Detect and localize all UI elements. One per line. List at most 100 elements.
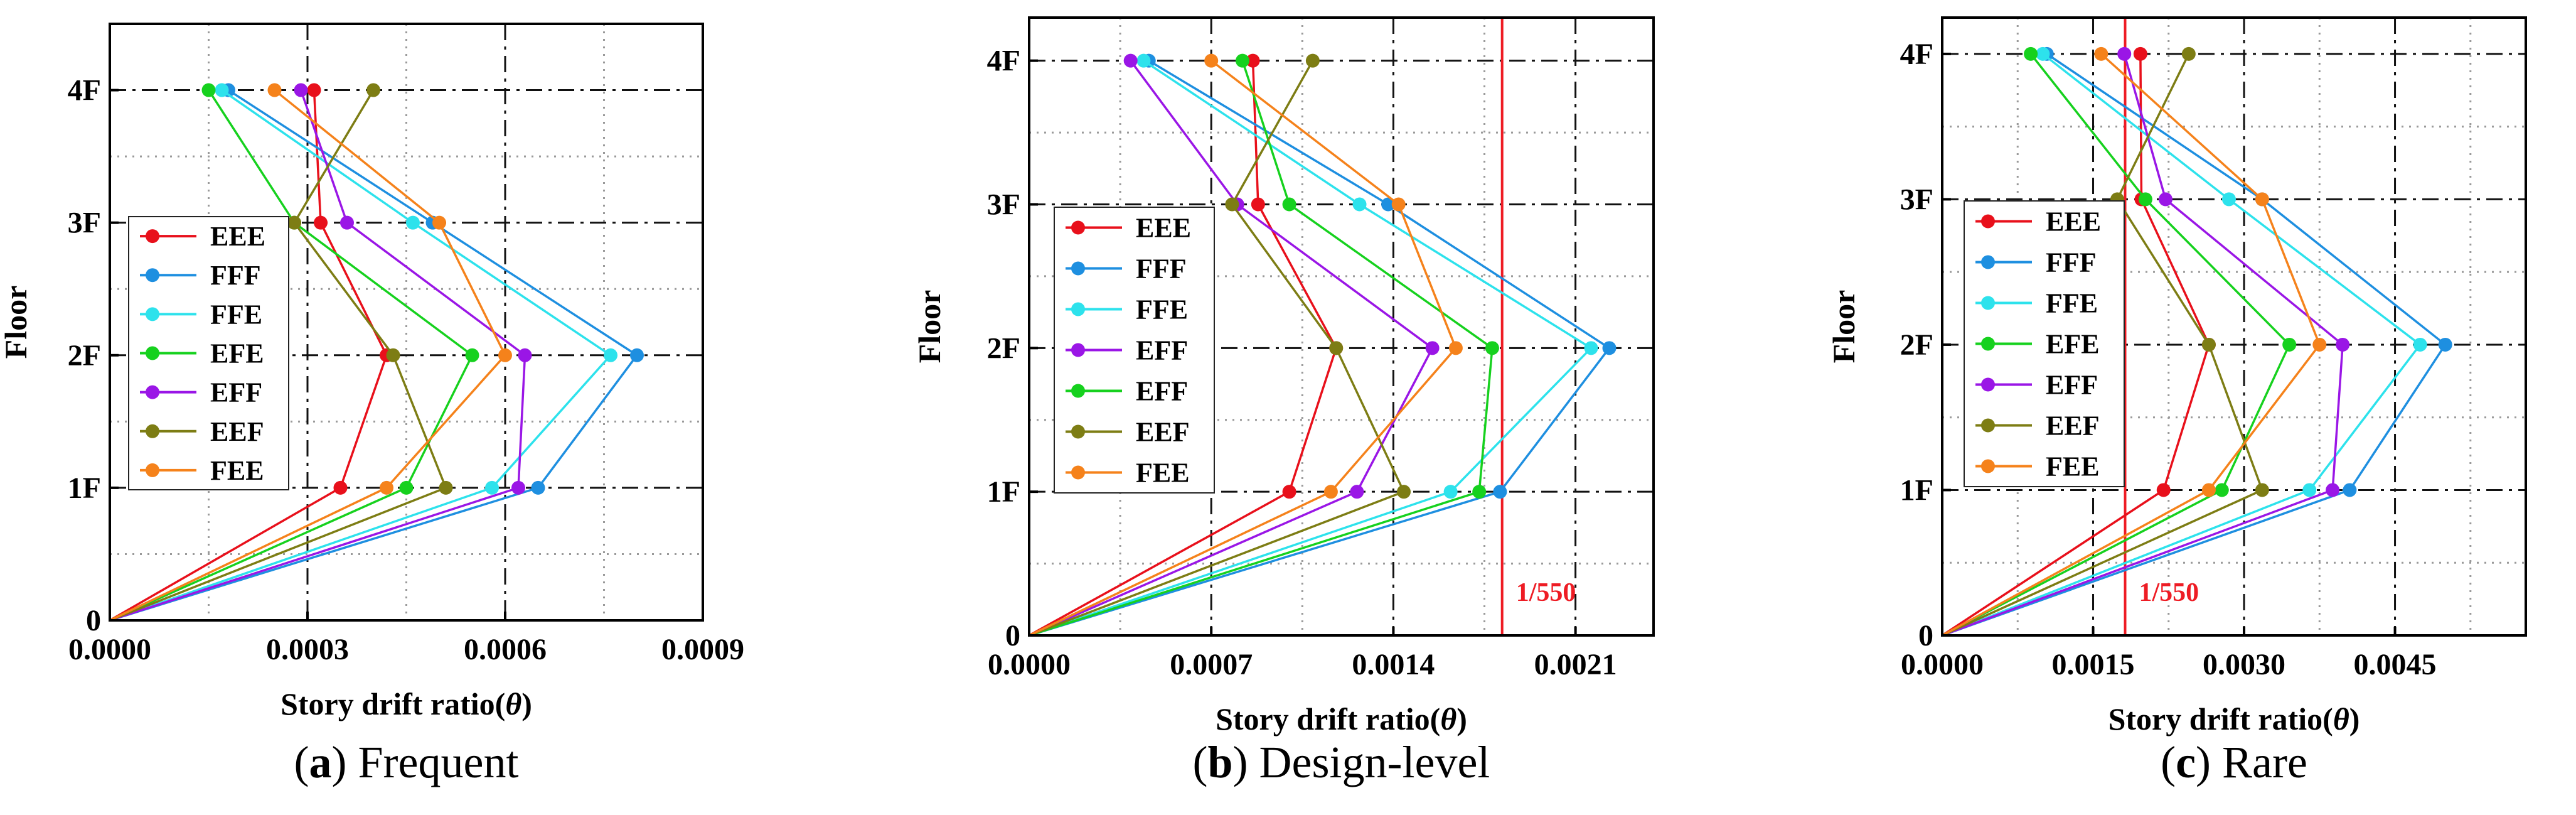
data-point-fee [2312, 337, 2327, 352]
x-axis-label: Story drift ratio(θ) [1216, 701, 1467, 737]
y-tick-label: 2F [68, 339, 101, 372]
y-tick-label: 3F [987, 188, 1020, 221]
data-point-fee [2094, 46, 2108, 61]
data-point-eef [1329, 341, 1344, 355]
y-tick-label: 4F [68, 74, 101, 107]
data-point-fee [1323, 485, 1338, 499]
legend-entry: FEE [1136, 458, 1190, 488]
legend-swatch-marker [1071, 465, 1085, 480]
y-tick-label: 0 [86, 604, 101, 637]
legend-entry: FFE [2046, 288, 2098, 319]
y-tick-label: 4F [987, 45, 1020, 78]
x-tick-label: 0.0000 [68, 633, 151, 666]
data-point-ffe [2302, 483, 2317, 497]
chart-panel-c: 1/550 0.0000 0.0015 0.0030 0.0045 0 1F 2F 3F 4F St… [1826, 16, 2527, 787]
x-tick-label: 0.0030 [2203, 648, 2285, 681]
x-axis-label: Story drift ratio(θ) [2108, 701, 2360, 737]
data-point-ffe [1136, 53, 1151, 68]
legend: EEE FFF FFE EFE EFF EEF FEE [1964, 200, 2125, 487]
y-tick-label: 4F [1900, 38, 1933, 71]
legend-entry: EFF [1136, 335, 1188, 366]
legend-swatch-marker [1071, 343, 1085, 357]
y-axis-label: Floor [912, 290, 947, 364]
data-point-eff [2117, 46, 2132, 61]
data-point-efe [2215, 483, 2229, 497]
legend-entry: FFE [1136, 294, 1188, 325]
legend-entry: EEE [2046, 207, 2101, 237]
data-point-eff [1485, 341, 1499, 355]
legend-entry: EFF [2046, 370, 2098, 401]
legend-entry: EEF [1136, 417, 1190, 448]
panel-caption: (a) Frequent [294, 737, 519, 787]
legend: EEE FFF FFE EFF EFF EEF FEE [1054, 207, 1215, 494]
data-point-fee [2255, 192, 2269, 207]
legend: EEE FFF FFE EFE EFF EEF FEE [128, 216, 289, 490]
panel-caption: (c) Rare [2161, 737, 2307, 787]
data-point-eef [1225, 197, 1239, 212]
data-point-fff [2438, 337, 2452, 352]
x-axis-label: Story drift ratio(θ) [281, 686, 532, 721]
data-point-eff [511, 480, 525, 495]
y-axis-label: Floor [0, 286, 33, 359]
legend-swatch-marker [146, 307, 159, 321]
x-tick-label: 0.0014 [1352, 648, 1435, 681]
data-point-eff [2326, 483, 2340, 497]
y-tick-label: 0 [1918, 619, 1933, 652]
plot-frame [1028, 16, 1655, 637]
legend-entry: EFF [1136, 376, 1188, 407]
legend-swatch-marker [146, 424, 159, 438]
data-point-efe [2282, 337, 2297, 352]
data-point-eff [1282, 197, 1296, 212]
legend-entry: EEE [210, 221, 265, 252]
data-point-eff [294, 83, 308, 97]
legend-entry: FEE [210, 455, 264, 486]
legend-swatch-marker [146, 463, 159, 477]
legend-swatch-marker [1071, 220, 1085, 235]
data-point-eff [2336, 337, 2350, 352]
legend-swatch-marker [146, 385, 159, 399]
y-tick-label: 2F [987, 332, 1020, 365]
x-tick-label: 0.0021 [1534, 648, 1617, 681]
legend-entry: EFE [210, 338, 264, 369]
x-tick-label: 0.0045 [2354, 648, 2437, 681]
plot-frame [1941, 16, 2527, 637]
data-point-eef [386, 348, 400, 362]
legend-swatch-marker [1981, 418, 1995, 433]
data-point-eff [1472, 485, 1487, 499]
x-tick-label: 0.0000 [1901, 648, 1984, 681]
y-tick-label: 2F [1900, 328, 1933, 362]
legend-entry: EEF [2046, 411, 2100, 441]
legend-swatch-marker [1981, 255, 1995, 269]
data-point-eef [2255, 483, 2269, 497]
data-point-fff [1602, 341, 1617, 355]
data-point-efe [2138, 192, 2152, 207]
chart-panel-b: 1/550 0.0000 0.0007 0.0014 0.0021 0 1F 2F 3F 4F St… [912, 16, 1655, 787]
data-point-fff [630, 348, 644, 362]
data-point-efe [465, 348, 479, 362]
x-tick-label: 0.0007 [1170, 648, 1253, 681]
data-point-eef [1397, 485, 1411, 499]
data-point-fee [1391, 197, 1406, 212]
data-point-fff [1493, 485, 1507, 499]
legend-swatch-marker [1981, 214, 1995, 229]
legend-swatch-marker [1981, 337, 1995, 351]
x-tick-label: 0.0000 [988, 648, 1071, 681]
data-point-eff [1235, 53, 1249, 68]
limit-line-label: 1/550 [2139, 578, 2199, 607]
data-point-eee [2133, 46, 2147, 61]
x-tick-label: 0.0006 [464, 633, 547, 666]
x-tick-label: 0.0009 [661, 633, 744, 666]
legend-entry: EFE [2046, 329, 2100, 360]
data-point-fee [380, 480, 393, 495]
x-tick-label: 0.0003 [266, 633, 349, 666]
y-tick-label: 1F [1900, 473, 1933, 507]
data-point-efe [2024, 46, 2038, 61]
data-point-ffe [1352, 197, 1367, 212]
data-point-eff [1425, 341, 1440, 355]
data-point-eff [518, 348, 532, 362]
plot-frame [109, 23, 704, 622]
legend-swatch-marker [1071, 384, 1085, 398]
data-point-eef [366, 83, 380, 97]
data-point-ffe [1443, 485, 1458, 499]
